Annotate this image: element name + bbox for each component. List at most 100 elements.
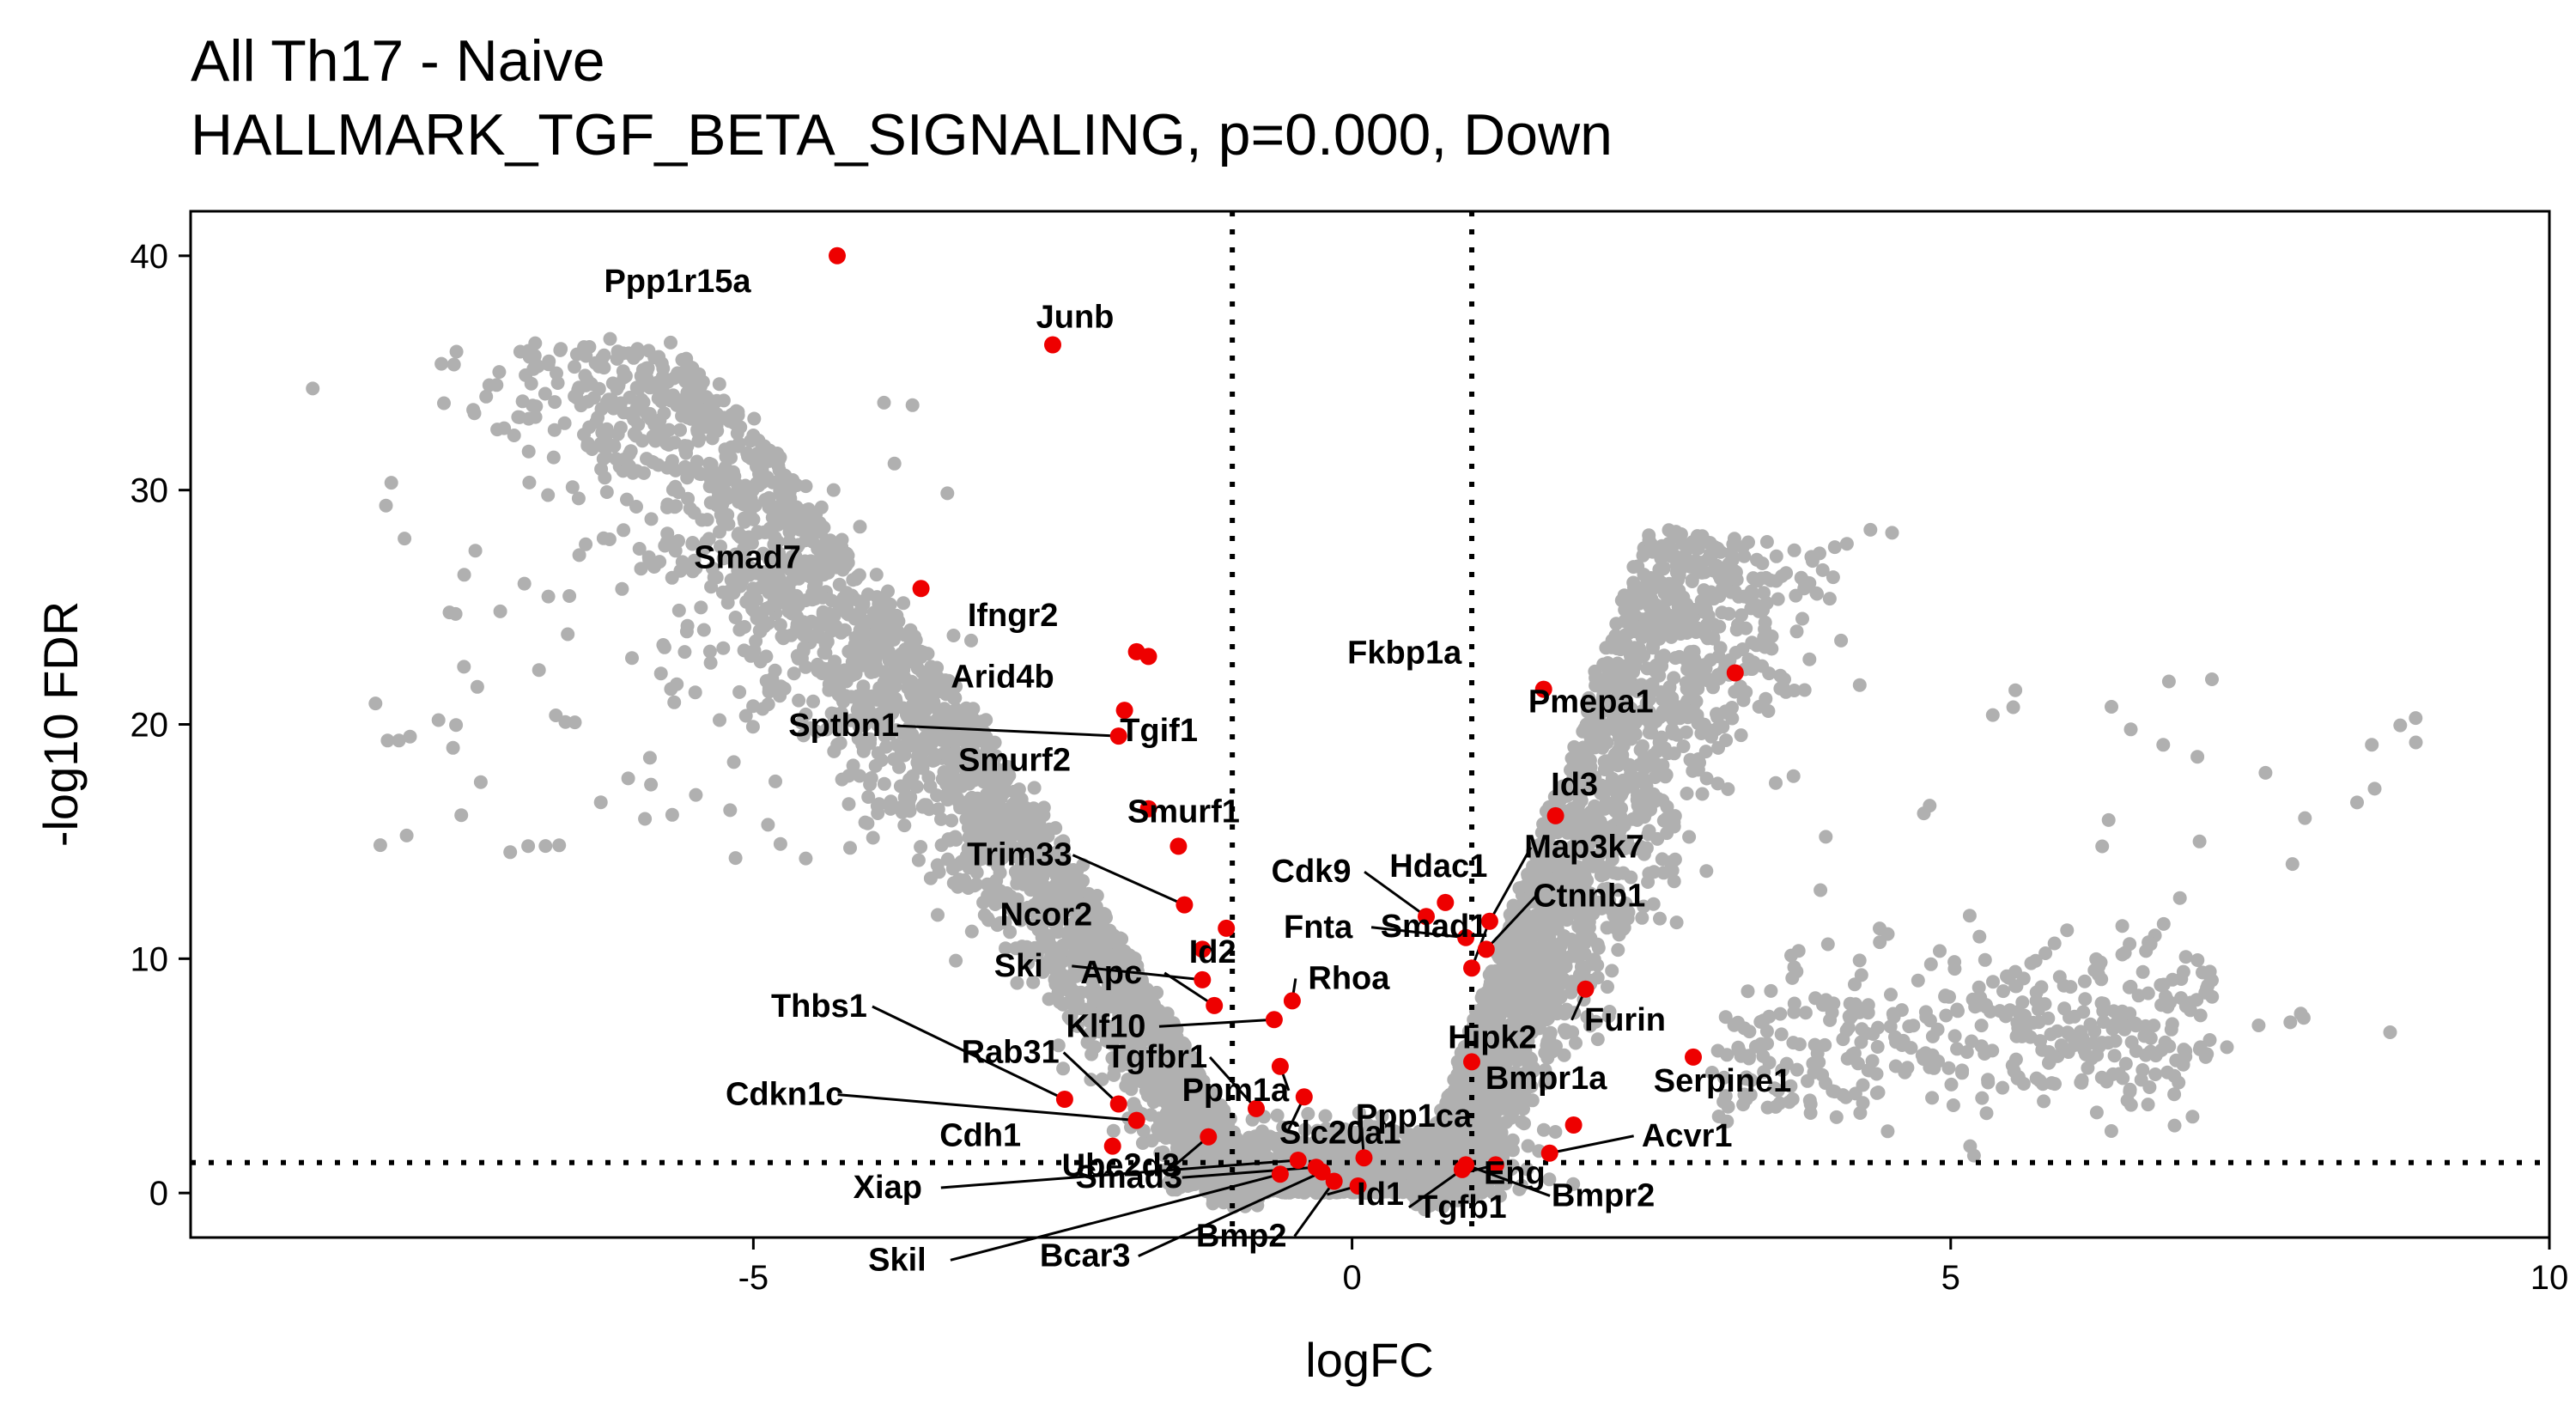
background-gene-point bbox=[526, 362, 541, 376]
background-gene-point bbox=[1161, 1025, 1175, 1040]
background-gene-point bbox=[911, 853, 926, 867]
background-gene-point bbox=[717, 483, 732, 498]
background-gene-point bbox=[843, 841, 857, 855]
background-gene-point bbox=[759, 673, 774, 688]
background-gene-point bbox=[645, 454, 659, 469]
background-gene-point bbox=[1626, 609, 1641, 623]
background-gene-point bbox=[524, 376, 538, 391]
background-gene-point bbox=[1719, 733, 1734, 747]
background-gene-point bbox=[680, 618, 695, 633]
background-gene-point bbox=[742, 509, 756, 524]
background-gene-point bbox=[797, 628, 811, 642]
background-gene-point bbox=[868, 758, 883, 773]
background-gene-point bbox=[1610, 746, 1624, 761]
background-gene-point bbox=[1863, 522, 1878, 537]
background-gene-point bbox=[1744, 601, 1759, 616]
background-gene-point bbox=[838, 623, 852, 637]
background-gene-point bbox=[864, 647, 878, 661]
background-gene-point bbox=[702, 644, 717, 659]
background-gene-point bbox=[1519, 952, 1534, 966]
background-gene-point bbox=[1635, 630, 1649, 645]
background-gene-point bbox=[747, 411, 762, 426]
background-gene-point bbox=[942, 786, 957, 800]
background-gene-point bbox=[1672, 649, 1686, 664]
background-gene-point bbox=[1622, 760, 1637, 775]
background-gene-point bbox=[1600, 921, 1614, 935]
background-gene-point bbox=[1167, 1098, 1182, 1112]
background-gene-point bbox=[1795, 611, 1809, 626]
background-gene-point bbox=[597, 348, 611, 362]
background-gene-point bbox=[920, 647, 935, 661]
background-gene-point bbox=[1577, 932, 1592, 946]
background-gene-point bbox=[835, 532, 849, 547]
background-gene-point bbox=[1553, 939, 1568, 953]
background-gene-point bbox=[890, 608, 904, 623]
background-gene-point bbox=[769, 774, 782, 788]
background-gene-point bbox=[929, 685, 944, 700]
background-gene-point bbox=[569, 391, 584, 405]
background-gene-point bbox=[810, 617, 824, 631]
background-gene-point bbox=[1735, 540, 1750, 555]
background-gene-point bbox=[1545, 986, 1559, 1000]
background-gene-point bbox=[629, 500, 643, 514]
background-gene-point bbox=[1541, 933, 1556, 947]
background-gene-point bbox=[661, 437, 676, 452]
background-gene-point bbox=[1647, 865, 1662, 879]
background-gene-point bbox=[434, 356, 449, 371]
background-gene-point bbox=[1497, 956, 1511, 970]
background-gene-point bbox=[1728, 565, 1743, 580]
background-gene-point bbox=[1688, 661, 1703, 676]
background-gene-point bbox=[1762, 666, 1777, 681]
background-gene-point bbox=[1569, 1036, 1583, 1050]
background-gene-point bbox=[860, 816, 875, 830]
background-gene-point bbox=[635, 392, 649, 407]
background-gene-point bbox=[673, 423, 687, 437]
background-gene-point bbox=[1027, 781, 1042, 795]
background-gene-point bbox=[683, 502, 697, 516]
background-gene-point bbox=[814, 500, 829, 514]
background-gene-point bbox=[665, 570, 679, 585]
background-gene-point bbox=[949, 707, 963, 721]
background-gene-point bbox=[1558, 1023, 1573, 1037]
background-gene-point bbox=[827, 609, 841, 623]
background-gene-point bbox=[1221, 1116, 1236, 1131]
background-gene-point bbox=[611, 427, 625, 441]
background-gene-point bbox=[1636, 739, 1649, 753]
background-gene-point bbox=[1802, 576, 1817, 590]
background-gene-point bbox=[1694, 593, 1709, 608]
background-gene-point bbox=[949, 953, 963, 968]
background-gene-point bbox=[1686, 535, 1700, 549]
background-gene-point bbox=[1151, 1122, 1164, 1136]
background-gene-point bbox=[713, 713, 726, 727]
background-gene-point bbox=[654, 394, 669, 409]
background-gene-point bbox=[1885, 526, 1899, 540]
background-gene-point bbox=[1689, 756, 1704, 770]
background-gene-point bbox=[604, 438, 618, 453]
background-gene-point bbox=[924, 736, 939, 751]
background-gene-point bbox=[449, 344, 464, 359]
background-gene-point bbox=[1779, 566, 1794, 581]
background-gene-point bbox=[814, 561, 829, 575]
background-gene-point bbox=[1834, 633, 1849, 648]
background-gene-point bbox=[776, 631, 791, 646]
background-gene-point bbox=[1679, 725, 1693, 739]
background-gene-point bbox=[1521, 1139, 1535, 1153]
background-gene-point bbox=[655, 369, 670, 384]
background-gene-point bbox=[690, 424, 705, 439]
background-gene-point bbox=[781, 604, 796, 618]
background-gene-point bbox=[1577, 964, 1591, 978]
background-gene-point bbox=[1765, 642, 1779, 656]
background-gene-point bbox=[703, 655, 718, 670]
background-gene-point bbox=[1773, 668, 1788, 683]
background-gene-point bbox=[1669, 915, 1684, 930]
background-gene-point bbox=[1666, 713, 1680, 727]
background-gene-point bbox=[1802, 652, 1817, 666]
background-gene-point bbox=[1718, 704, 1733, 719]
background-gene-point bbox=[1076, 873, 1090, 888]
background-gene-point bbox=[738, 708, 753, 723]
background-gene-point bbox=[1642, 726, 1656, 739]
background-gene-point bbox=[869, 568, 884, 582]
background-gene-point bbox=[700, 513, 714, 527]
background-gene-point bbox=[841, 594, 856, 609]
background-gene-point bbox=[671, 392, 685, 407]
